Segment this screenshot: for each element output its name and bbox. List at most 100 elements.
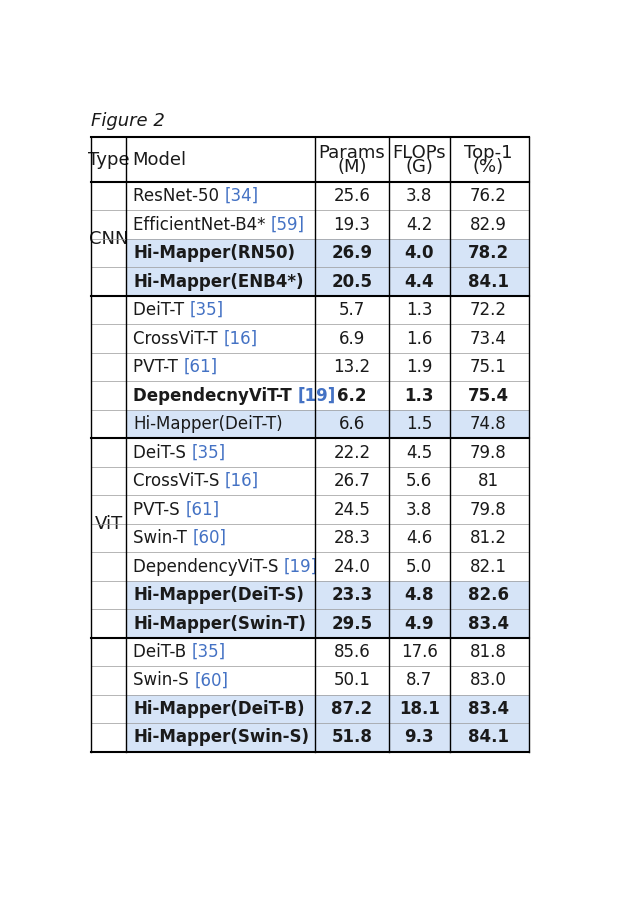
Text: 4.5: 4.5: [406, 444, 432, 462]
Text: 22.2: 22.2: [334, 444, 370, 462]
Text: 24.0: 24.0: [334, 557, 370, 575]
Text: PVT-S: PVT-S: [133, 500, 185, 518]
Text: 4.6: 4.6: [406, 529, 432, 547]
Text: 24.5: 24.5: [334, 500, 370, 518]
Text: 4.8: 4.8: [404, 586, 434, 604]
Text: [61]: [61]: [184, 358, 218, 376]
Text: [34]: [34]: [224, 187, 259, 205]
Text: 50.1: 50.1: [334, 671, 370, 689]
Text: ResNet-50: ResNet-50: [133, 187, 224, 205]
Text: 83.4: 83.4: [467, 615, 509, 633]
Text: 81: 81: [477, 472, 499, 490]
Text: CrossViT-S: CrossViT-S: [133, 472, 225, 490]
Text: 1.5: 1.5: [406, 415, 433, 433]
Text: 3.8: 3.8: [406, 500, 433, 518]
Text: Hi-Mapper(DeiT-S): Hi-Mapper(DeiT-S): [133, 586, 304, 604]
Text: Hi-Mapper(DeiT-T): Hi-Mapper(DeiT-T): [133, 415, 283, 433]
Text: DeiT-B: DeiT-B: [133, 643, 192, 661]
Text: 4.4: 4.4: [404, 273, 434, 291]
Text: [60]: [60]: [192, 529, 226, 547]
Text: 5.7: 5.7: [339, 302, 365, 319]
Text: FLOPs: FLOPs: [392, 144, 446, 162]
Text: 79.8: 79.8: [470, 444, 507, 462]
Text: (G): (G): [405, 158, 433, 176]
Text: DeiT-S: DeiT-S: [133, 444, 192, 462]
Bar: [126, 724, 529, 752]
Text: (M): (M): [337, 158, 366, 176]
Text: 84.1: 84.1: [467, 728, 509, 746]
Text: 28.3: 28.3: [334, 529, 370, 547]
Text: 1.3: 1.3: [406, 302, 433, 319]
Text: (%): (%): [472, 158, 504, 176]
Text: 82.6: 82.6: [467, 586, 509, 604]
Text: 25.6: 25.6: [334, 187, 370, 205]
Text: Hi-Mapper(RN50): Hi-Mapper(RN50): [133, 244, 295, 262]
Text: 18.1: 18.1: [399, 700, 440, 718]
Text: [19]: [19]: [284, 557, 318, 575]
Text: 74.8: 74.8: [470, 415, 507, 433]
Text: 6.2: 6.2: [337, 387, 366, 405]
Bar: [126, 609, 529, 638]
Text: [19]: [19]: [298, 387, 336, 405]
Text: CrossViT-T: CrossViT-T: [133, 329, 223, 347]
Text: DependencyViT-S: DependencyViT-S: [133, 557, 284, 575]
Text: 75.1: 75.1: [470, 358, 507, 376]
Text: 83.0: 83.0: [470, 671, 507, 689]
Text: Hi-Mapper(ENB4*): Hi-Mapper(ENB4*): [133, 273, 304, 291]
Text: 9.3: 9.3: [404, 728, 434, 746]
Bar: [126, 238, 529, 267]
Text: 23.3: 23.3: [331, 586, 373, 604]
Text: Swin-T: Swin-T: [133, 529, 192, 547]
Text: 1.6: 1.6: [406, 329, 433, 347]
Text: Hi-Mapper(DeiT-B): Hi-Mapper(DeiT-B): [133, 700, 305, 718]
Text: 82.9: 82.9: [470, 216, 507, 234]
Text: 1.3: 1.3: [404, 387, 434, 405]
Text: Top-1: Top-1: [464, 144, 513, 162]
Text: [61]: [61]: [185, 500, 219, 518]
Text: Model: Model: [133, 150, 187, 168]
Text: 5.6: 5.6: [406, 472, 432, 490]
Text: DependecnyViT-T: DependecnyViT-T: [133, 387, 298, 405]
Bar: [126, 695, 529, 724]
Text: 82.1: 82.1: [470, 557, 507, 575]
Text: 6.6: 6.6: [339, 415, 365, 433]
Text: Swin-S: Swin-S: [133, 671, 194, 689]
Text: 17.6: 17.6: [401, 643, 438, 661]
Text: 85.6: 85.6: [334, 643, 370, 661]
Text: 1.9: 1.9: [406, 358, 433, 376]
Text: ViT: ViT: [95, 515, 123, 533]
Text: 81.8: 81.8: [470, 643, 507, 661]
Text: 75.4: 75.4: [467, 387, 509, 405]
Text: 13.2: 13.2: [334, 358, 370, 376]
Text: 26.9: 26.9: [331, 244, 373, 262]
Text: 84.1: 84.1: [467, 273, 509, 291]
Text: [35]: [35]: [192, 643, 226, 661]
Text: [59]: [59]: [271, 216, 305, 234]
Text: 51.8: 51.8: [332, 728, 372, 746]
Bar: [126, 580, 529, 609]
Text: [16]: [16]: [223, 329, 257, 347]
Text: CNN: CNN: [89, 230, 128, 248]
Text: Figure 2: Figure 2: [92, 112, 166, 130]
Text: [35]: [35]: [192, 444, 226, 462]
Text: [60]: [60]: [194, 671, 228, 689]
Text: 87.2: 87.2: [331, 700, 373, 718]
Text: 3.8: 3.8: [406, 187, 433, 205]
Text: [35]: [35]: [190, 302, 224, 319]
Text: 6.9: 6.9: [339, 329, 365, 347]
Text: 4.2: 4.2: [406, 216, 433, 234]
Text: 81.2: 81.2: [470, 529, 507, 547]
Text: 4.9: 4.9: [404, 615, 434, 633]
Text: 20.5: 20.5: [331, 273, 373, 291]
Text: 26.7: 26.7: [334, 472, 370, 490]
Text: Hi-Mapper(Swin-S): Hi-Mapper(Swin-S): [133, 728, 309, 746]
Text: Params: Params: [319, 144, 385, 162]
Text: 29.5: 29.5: [331, 615, 373, 633]
Text: EfficientNet-B4*: EfficientNet-B4*: [133, 216, 271, 234]
Text: 19.3: 19.3: [334, 216, 370, 234]
Bar: [126, 410, 529, 438]
Text: 78.2: 78.2: [467, 244, 509, 262]
Text: 4.0: 4.0: [404, 244, 434, 262]
Text: 72.2: 72.2: [470, 302, 507, 319]
Text: 73.4: 73.4: [470, 329, 507, 347]
